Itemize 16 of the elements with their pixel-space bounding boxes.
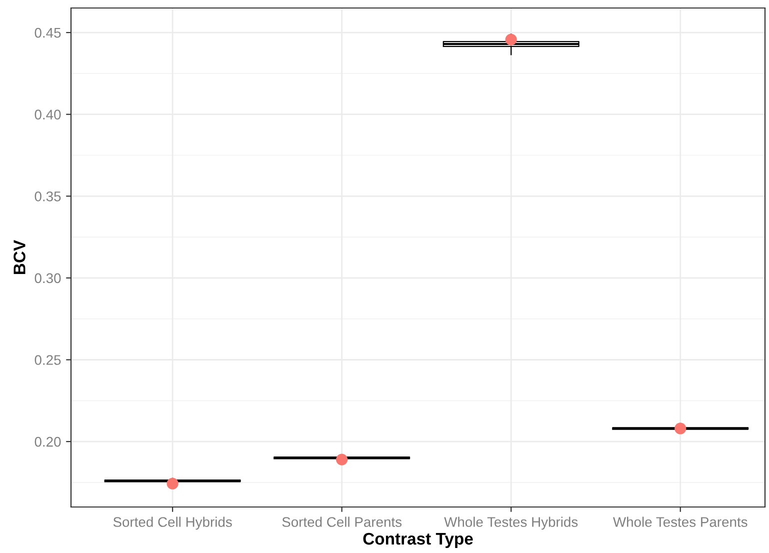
point: [336, 454, 348, 466]
y-tick-label: 0.40: [34, 110, 61, 120]
y-axis-title: BCV: [14, 240, 26, 274]
x-tick-label: Sorted Cell Parents: [282, 516, 402, 527]
point: [674, 422, 686, 434]
y-tick-label: 0.25: [34, 355, 61, 365]
y-tick-label: 0.35: [34, 191, 61, 202]
point: [166, 478, 178, 490]
point: [505, 34, 517, 46]
x-tick-label: Whole Testes Hybrids: [444, 516, 578, 530]
x-tick-label: Sorted Cell Hybrids: [113, 516, 232, 530]
x-axis-title: Contrast Type: [363, 532, 473, 548]
x-tick-label: Whole Testes Parents: [613, 516, 748, 527]
y-tick-label: 0.30: [34, 273, 61, 284]
y-tick-label: 0.45: [34, 28, 61, 38]
y-tick-label: 0.20: [34, 436, 61, 447]
